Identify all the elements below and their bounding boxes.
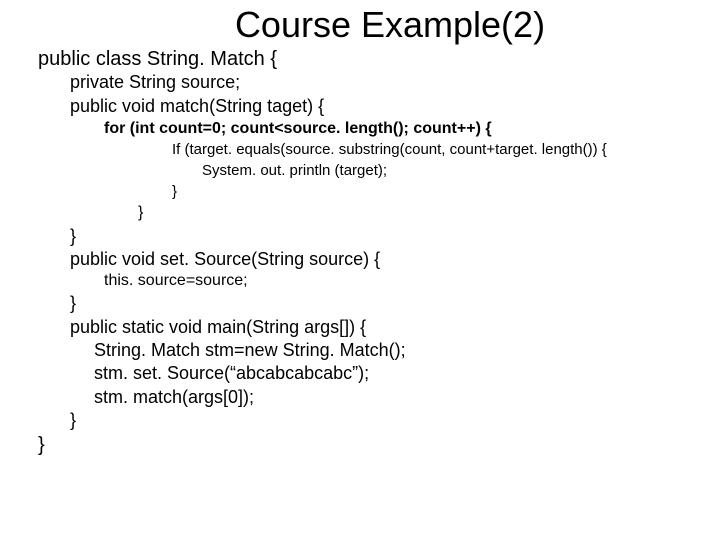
code-line: stm. match(args[0]); — [94, 386, 720, 409]
code-line: } — [70, 292, 720, 315]
code-line: } — [138, 202, 720, 224]
code-line: } — [70, 409, 720, 432]
slide-title: Course Example(2) — [0, 0, 720, 46]
code-line: System. out. println (target); — [202, 160, 720, 181]
code-line: If (target. equals(source. substring(cou… — [172, 139, 720, 160]
code-line: String. Match stm=new String. Match(); — [94, 339, 720, 362]
code-line: public class String. Match { — [38, 48, 720, 71]
code-line: public static void main(String args[]) { — [70, 316, 720, 339]
code-line: stm. set. Source(“abcabcabcabc”); — [94, 362, 720, 385]
code-line: this. source=source; — [104, 271, 720, 292]
code-line: } — [172, 181, 720, 202]
code-line: private String source; — [70, 71, 720, 95]
code-block: public class String. Match { private Str… — [0, 46, 720, 457]
code-line: public void set. Source(String source) { — [70, 248, 720, 271]
code-line: } — [38, 433, 720, 457]
code-line: } — [70, 225, 720, 248]
code-line: public void match(String taget) { — [70, 95, 720, 119]
code-line: for (int count=0; count<source. length()… — [104, 119, 720, 140]
